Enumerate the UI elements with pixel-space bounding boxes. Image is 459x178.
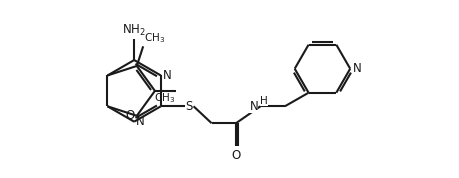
Text: N: N [136,115,145,128]
Text: O: O [231,149,240,162]
Text: CH$_3$: CH$_3$ [153,92,174,105]
Text: NH$_2$: NH$_2$ [122,22,146,38]
Text: N: N [249,100,257,113]
Text: CH$_3$: CH$_3$ [144,31,165,45]
Text: S: S [185,100,192,113]
Text: N: N [162,69,171,82]
Text: O: O [125,109,134,122]
Text: H: H [260,96,268,106]
Text: N: N [353,62,361,75]
